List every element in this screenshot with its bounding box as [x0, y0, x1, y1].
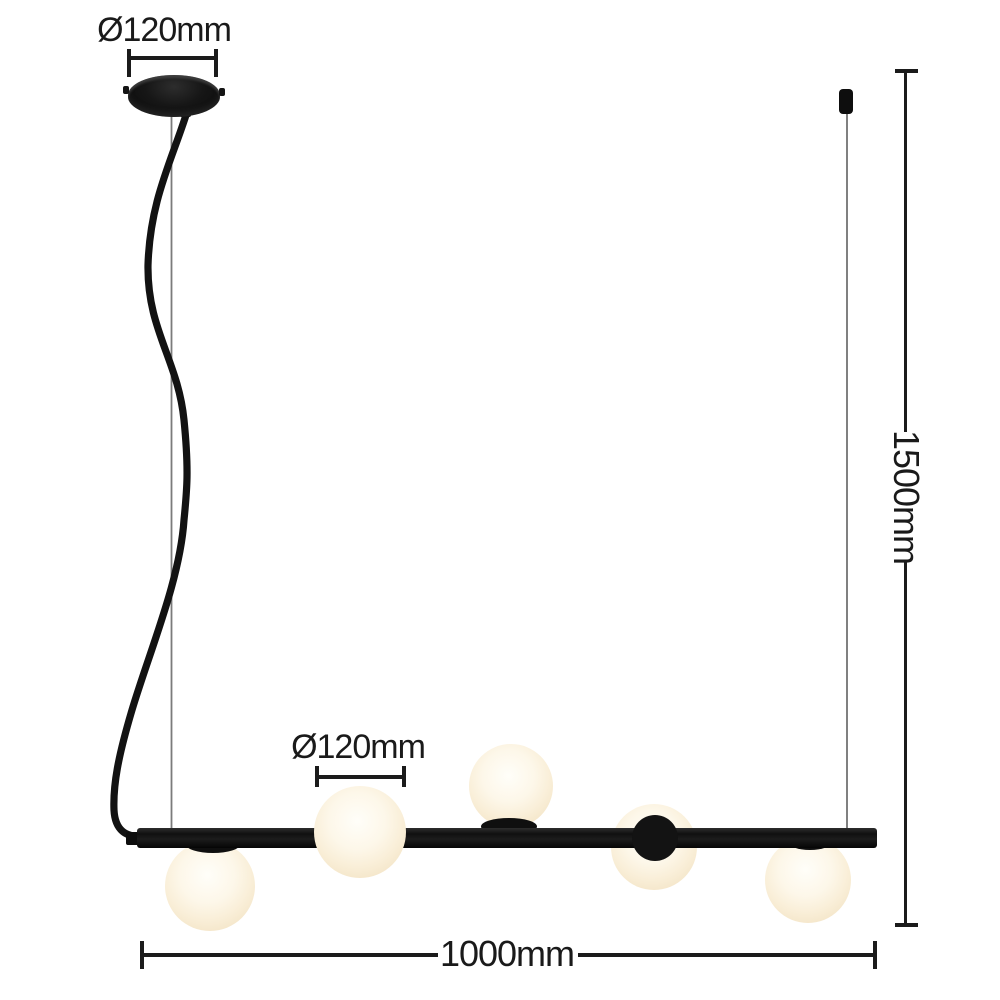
globe-diameter-label: Ø120mm	[291, 728, 426, 766]
height-dim-line-top	[904, 73, 907, 432]
globe-mount-disc-4	[632, 815, 678, 861]
wire-gripper	[839, 89, 853, 114]
canopy-screw-right	[219, 88, 225, 96]
power-cable	[110, 108, 191, 840]
canopy-diameter-label: Ø120mm	[97, 11, 232, 49]
length-dim-tick-left	[140, 941, 144, 969]
canopy-dim-tick-right	[214, 49, 218, 77]
globe-dim-tick-left	[315, 766, 319, 787]
canopy-dim-tick-left	[127, 49, 131, 77]
bar-end-connector	[126, 832, 140, 845]
globe-dim-line	[317, 775, 405, 779]
length-dim-line-left	[144, 953, 438, 957]
ceiling-canopy	[128, 75, 220, 117]
length-dim-label: 1000mm	[439, 933, 575, 974]
height-dim-cap-top	[895, 69, 918, 73]
glass-globe-5	[765, 837, 851, 923]
horizontal-bar	[137, 828, 877, 848]
glass-globe-2	[314, 786, 406, 878]
length-dim-line-right	[578, 953, 875, 957]
height-dim-line-bottom	[904, 560, 907, 924]
canopy-screw-left	[123, 86, 129, 94]
length-dim-tick-right	[873, 941, 877, 969]
glass-globe-3	[469, 744, 553, 828]
glass-globe-1	[165, 841, 255, 931]
globe-dim-tick-right	[402, 766, 406, 787]
canopy-dim-line	[129, 56, 217, 60]
height-dim-cap-bottom	[895, 923, 918, 927]
